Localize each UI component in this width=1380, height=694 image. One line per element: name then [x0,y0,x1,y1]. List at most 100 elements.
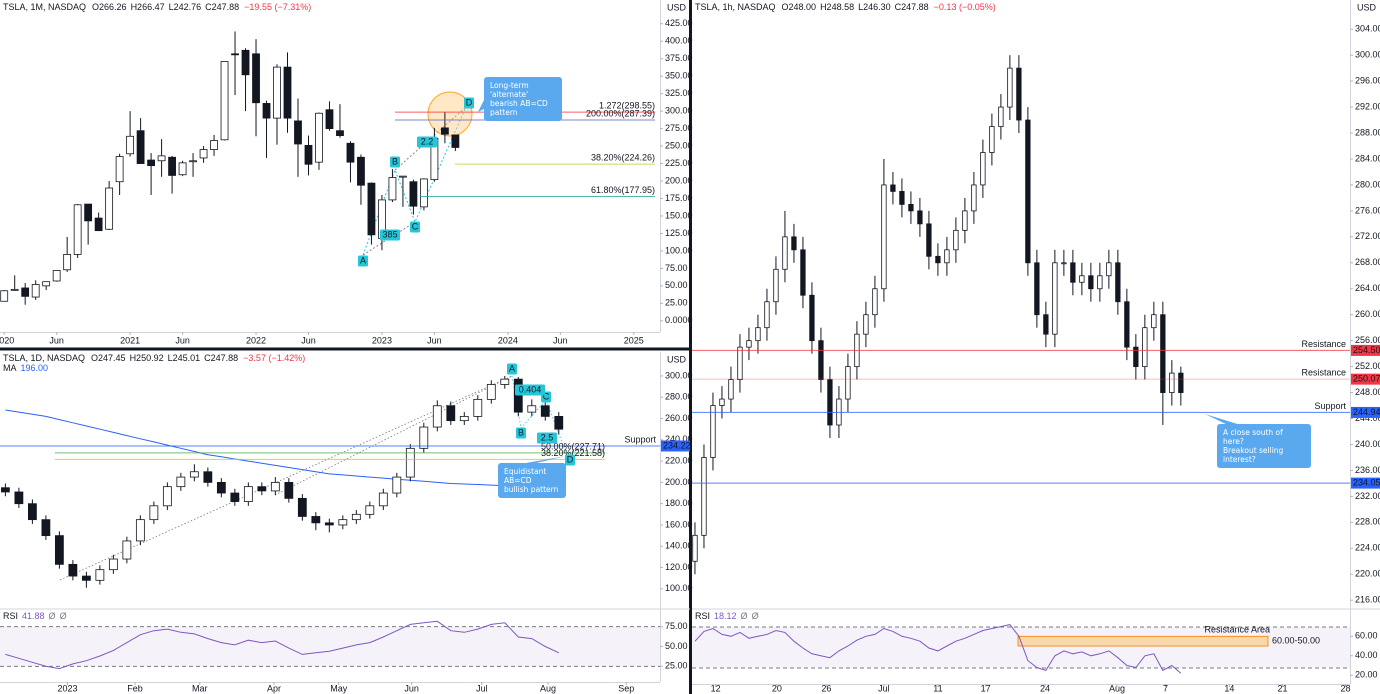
candle-body [346,142,355,163]
candle-body [863,314,869,335]
plot-area [692,55,1184,575]
y-tick-label: 228.00 [1355,517,1380,527]
rsi-y-tick-label: 60.00 [1355,631,1378,641]
candle-body [241,49,250,76]
price-box-label: 250.07 [1353,374,1380,384]
level-tag: Resistance [1301,368,1346,378]
candle-body [1007,67,1013,108]
pattern-marker [565,454,575,466]
candle-body [1106,262,1112,277]
panel-separator [0,347,689,351]
candle-body [0,290,9,302]
rsi-y-tick-label: 75.00 [665,621,688,631]
candle-body [21,287,30,297]
candle-body [338,519,348,526]
y-tick-label: 25.00 [665,298,688,308]
candle-body [108,558,118,571]
candle-body [701,457,707,536]
candle-body [230,492,240,502]
pattern-lines [59,375,569,581]
candle-body [257,486,267,492]
candle-body [791,236,797,251]
y-tick-label: 300.00 [665,106,693,116]
candle-body [324,522,334,526]
chart-panel: 304.00 300.00 296.00 292.00 288.00 284.00 280.… [692,0,1380,693]
ohlc-value: C247.88 [895,2,929,12]
callout: Long-term 'alternate' bearish AB=CD patter… [484,77,562,121]
pattern-marker [515,384,545,396]
y-tick-label: 100.00 [665,583,693,593]
y-tick-label: 375.00 [665,53,693,63]
x-tick-label: 21 [1278,683,1288,693]
rsi-value: 18.12 [714,611,737,621]
candle-body [273,66,281,119]
candle-body [388,177,397,201]
x-tick-label: Jun [49,335,64,345]
candle-body [1133,346,1139,368]
candle-body [953,229,959,251]
candle-body [94,217,103,232]
rsi-line [694,624,1182,674]
candle-body [168,156,176,176]
callout-line: A close south of here? [1223,428,1283,446]
candle-body [409,181,418,207]
chart-panel: 300.00 280.00 260.00 240.00 220.00 200.00 180.… [0,352,693,693]
x-tick-label: Jun [404,683,419,693]
candle-body [203,471,213,483]
price-box [1351,477,1380,489]
rsi-legend: RSI 18.12 Ø Ø [695,611,759,621]
candle-body [989,126,995,153]
rsi-value: 41.88 [22,611,45,621]
candle-body [105,187,114,230]
x-tick-label: Jul [878,683,890,693]
x-tick-label: Jun [175,335,190,345]
symbol: TSLA, 1h, NASDAQ [695,2,776,12]
change-value: −0.13 (−0.05%) [934,2,996,12]
candle-body [1061,262,1067,265]
candle-body [42,281,51,287]
candle-body [231,53,239,56]
pattern-label: 2.2 [421,136,434,146]
x-tick-label: 28 [1340,683,1350,693]
symbol: TSLA, 1D, NASDAQ [3,353,85,363]
candle-body [162,486,172,507]
ma-line [5,409,559,488]
candle-body [210,140,218,150]
candle-body [746,340,752,348]
callout-line: bullish pattern [504,485,559,494]
y-tick-label: 50.00 [665,280,688,290]
y-tick-label: 200.00 [665,477,693,487]
y-tick-label: 200.00 [665,175,693,185]
candle-body [486,384,496,400]
candle-body [773,268,779,303]
candle-body [294,120,302,145]
abcd-diagonal [274,375,513,496]
candle-body [809,294,815,342]
candle-body [95,569,105,581]
x-tick-label: 2023 [372,335,392,345]
y-tick-label: 220.00 [1355,569,1380,579]
y-tick-label: 240.00 [665,434,693,444]
callout-line: Equidistant AB=CD [504,467,547,485]
rsi-y-tick-label: 40.00 [1355,650,1378,660]
candle-body [325,109,334,130]
y-tick-label: 240.00 [1355,439,1380,449]
pattern-marker [390,156,400,168]
candle-body [1124,301,1130,348]
pattern-label: 2.5 [541,432,554,442]
candle-body [135,519,145,542]
candle-body [710,405,716,458]
candle-body [243,486,253,502]
candle-body [962,210,968,231]
candle-body [1088,275,1094,290]
panel-separator [689,0,692,694]
ohlc-value: C247.88 [204,353,238,363]
pattern-marker [537,432,557,444]
candle-body [405,447,415,478]
candle-body [419,426,429,449]
candle-body [971,184,977,212]
candle-body [81,575,91,581]
x-tick-label: 2021 [120,335,140,345]
ohlc-value: L245.01 [168,353,201,363]
